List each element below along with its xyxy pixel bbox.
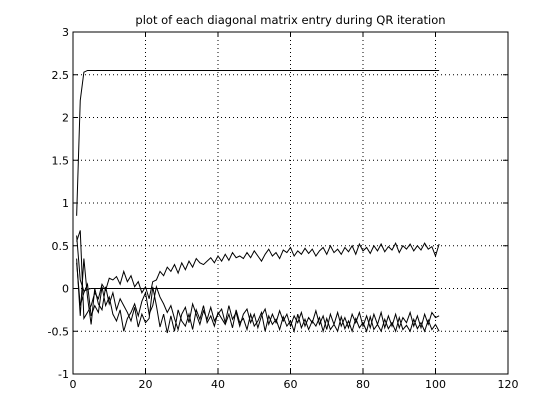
x-tick-label-2: 40 [211,378,225,391]
y-tick-label-7: 2.5 [52,69,70,82]
y-tick-label-3: 0.5 [52,240,70,253]
y-tick-label-6: 2 [62,112,69,125]
y-tick-label-0: -1 [58,368,69,381]
y-tick-label-4: 1 [62,197,69,210]
plot-area [73,32,508,374]
x-tick-label-1: 20 [139,378,153,391]
y-tick-label-2: 0 [62,283,69,296]
x-tick-label-6: 120 [498,378,519,391]
chart-title: plot of each diagonal matrix entry durin… [135,13,445,27]
x-tick-label-5: 100 [425,378,446,391]
y-tick-label-5: 1.5 [52,154,70,167]
x-tick-label-4: 80 [356,378,370,391]
x-tick-label-0: 0 [70,378,77,391]
y-tick-label-8: 3 [62,26,69,39]
y-tick-label-1: -0.5 [48,325,69,338]
x-tick-label-3: 60 [284,378,298,391]
